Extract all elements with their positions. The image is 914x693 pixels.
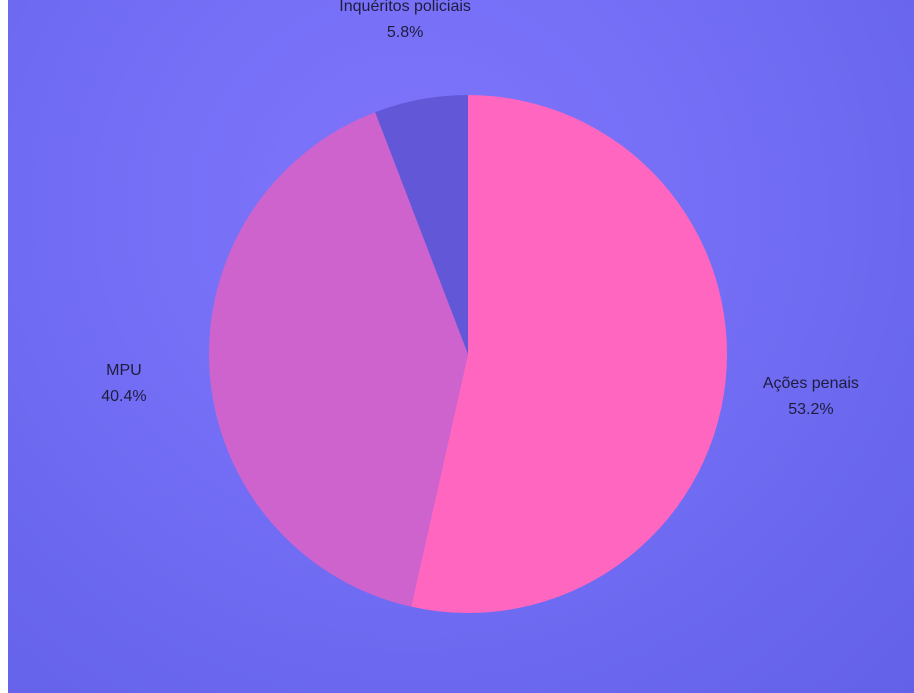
slice-label-text: MPU bbox=[106, 362, 142, 379]
slice-percent-text: 53.2% bbox=[788, 401, 833, 418]
slice-label-text: Ações penais bbox=[763, 375, 859, 392]
pie-slices bbox=[209, 95, 728, 613]
pie-label-acoes-penais: Ações penais 53.2% bbox=[763, 375, 859, 418]
pie-label-inqueritos-policiais: Inquéritos policiais 5.8% bbox=[339, 0, 471, 41]
slice-percent-text: 5.8% bbox=[387, 24, 423, 41]
slice-label-text: Inquéritos policiais bbox=[339, 0, 471, 15]
pie-labels: Ações penais 53.2% MPU 40.4% Inquéritos poli… bbox=[101, 0, 859, 418]
pie-label-mpu: MPU 40.4% bbox=[101, 362, 146, 405]
pie-slice-inqueritos-policiais bbox=[375, 95, 468, 354]
slice-percent-text: 40.4% bbox=[101, 388, 146, 405]
pie-slice-mpu bbox=[209, 112, 468, 607]
pie-slice-acoes-penais bbox=[411, 95, 728, 613]
